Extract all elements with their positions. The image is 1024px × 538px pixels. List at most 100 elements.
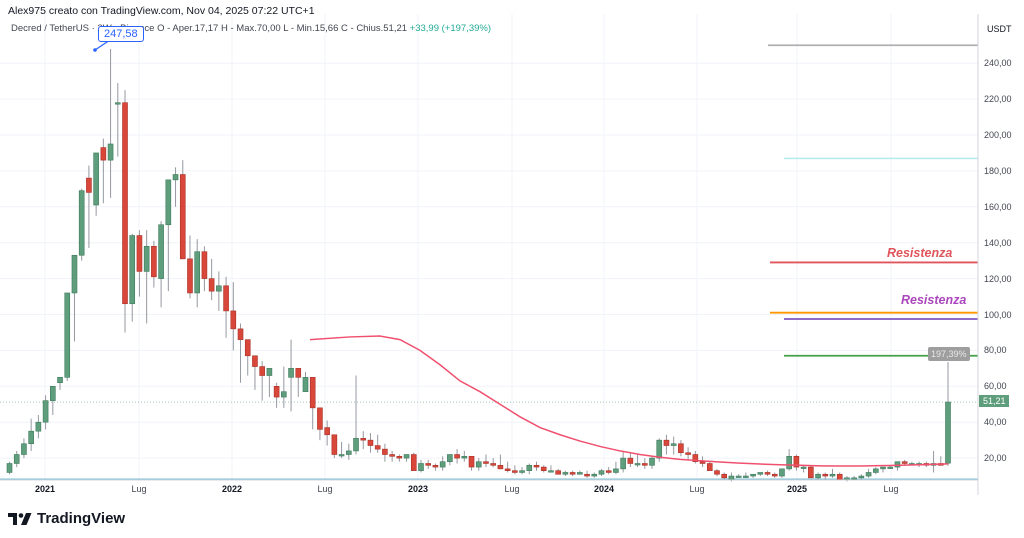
symbol-name[interactable]: Decred / TetherUS · 2W · Binance xyxy=(11,23,155,34)
candle xyxy=(656,439,663,459)
time-tick: Lug xyxy=(689,484,705,494)
candle xyxy=(569,472,576,475)
candle xyxy=(230,310,237,330)
candle xyxy=(562,472,569,475)
time-tick: Lug xyxy=(131,484,147,494)
resistance-label-2[interactable]: Resistenza xyxy=(901,293,967,307)
candle xyxy=(504,468,511,471)
change-value: +33,99 (+197,39%) xyxy=(409,23,492,34)
candle xyxy=(288,368,294,378)
candle xyxy=(216,285,222,292)
time-tick: 2021 xyxy=(34,484,56,494)
candle xyxy=(865,472,872,477)
candle xyxy=(172,174,179,181)
candle xyxy=(432,464,439,468)
candle xyxy=(548,470,554,473)
candle xyxy=(100,147,107,161)
candle xyxy=(735,475,742,478)
price-tick: 140,00 xyxy=(984,237,1012,248)
candle xyxy=(649,457,655,466)
candle xyxy=(815,473,821,479)
candle xyxy=(851,477,857,480)
candle xyxy=(57,377,63,384)
currency-unit: USDT xyxy=(987,24,1012,34)
price-tick: 20,00 xyxy=(984,453,1007,464)
chart-caption: Alex975 creato con TradingView.com, Nov … xyxy=(8,5,315,17)
candle xyxy=(396,456,403,459)
candle xyxy=(533,464,540,468)
time-tick: 2023 xyxy=(407,484,429,494)
candle xyxy=(338,454,345,457)
tradingview-logo-icon xyxy=(8,512,32,525)
candle xyxy=(779,468,785,477)
candle xyxy=(374,445,381,450)
candle xyxy=(670,443,677,446)
tradingview-logo-text: TradingView xyxy=(37,510,126,527)
candle xyxy=(613,468,619,473)
time-tick: 2025 xyxy=(786,484,808,494)
candle xyxy=(901,461,908,464)
peak-price-callout[interactable]: 247,58 xyxy=(98,26,144,42)
candle xyxy=(577,472,583,475)
candle xyxy=(706,463,713,471)
candle xyxy=(894,461,901,468)
candle xyxy=(367,439,374,446)
candle xyxy=(21,443,27,455)
resistance-label-1[interactable]: Resistenza xyxy=(887,246,953,260)
candle xyxy=(266,368,273,376)
time-tick: Lug xyxy=(883,484,899,494)
candle xyxy=(793,456,800,468)
tradingview-logo[interactable]: TradingView xyxy=(8,510,125,527)
candle xyxy=(634,463,641,466)
candle xyxy=(64,292,71,378)
candle xyxy=(858,475,865,479)
candle xyxy=(324,427,330,436)
price-tick: 200,00 xyxy=(984,130,1012,140)
candle xyxy=(750,473,756,477)
price-tick: 240,00 xyxy=(984,58,1012,69)
candle xyxy=(605,470,612,473)
symbol-legend: Decred / TetherUS · 2W · Binance O - Ape… xyxy=(11,23,491,34)
candle xyxy=(360,438,367,441)
candle xyxy=(461,456,468,459)
candle xyxy=(526,464,533,471)
candle xyxy=(158,224,164,279)
candle xyxy=(208,278,215,292)
ohlc-values: O - Aper.17,17 H - Max.70,00 L - Min.15,… xyxy=(157,23,408,34)
candle xyxy=(252,355,258,367)
candle xyxy=(223,285,229,312)
candle xyxy=(50,385,56,401)
candle xyxy=(6,463,13,473)
time-tick: 2022 xyxy=(221,484,243,494)
candle xyxy=(873,468,879,473)
candle xyxy=(273,385,280,398)
candle xyxy=(641,463,648,466)
horizontal-levels[interactable] xyxy=(0,44,978,480)
candle xyxy=(490,463,496,466)
candle xyxy=(519,470,525,473)
candle xyxy=(844,477,850,480)
candle xyxy=(28,430,34,445)
candle xyxy=(165,179,172,226)
candle xyxy=(728,475,735,480)
candle xyxy=(699,461,706,464)
candle xyxy=(410,454,417,471)
candle xyxy=(468,456,475,468)
candle xyxy=(143,245,150,272)
candle xyxy=(425,463,432,466)
moving-average-line xyxy=(309,335,949,467)
candle xyxy=(136,235,143,272)
candle xyxy=(259,366,265,376)
candle xyxy=(317,407,323,430)
candle xyxy=(179,174,186,260)
price-tick: 100,00 xyxy=(984,309,1012,320)
candle xyxy=(721,473,728,479)
candle xyxy=(439,461,446,468)
candle xyxy=(454,454,460,459)
candle xyxy=(512,470,518,473)
price-tick: 120,00 xyxy=(984,273,1012,284)
candle xyxy=(620,457,626,470)
candle xyxy=(627,457,634,464)
candle xyxy=(13,454,20,464)
